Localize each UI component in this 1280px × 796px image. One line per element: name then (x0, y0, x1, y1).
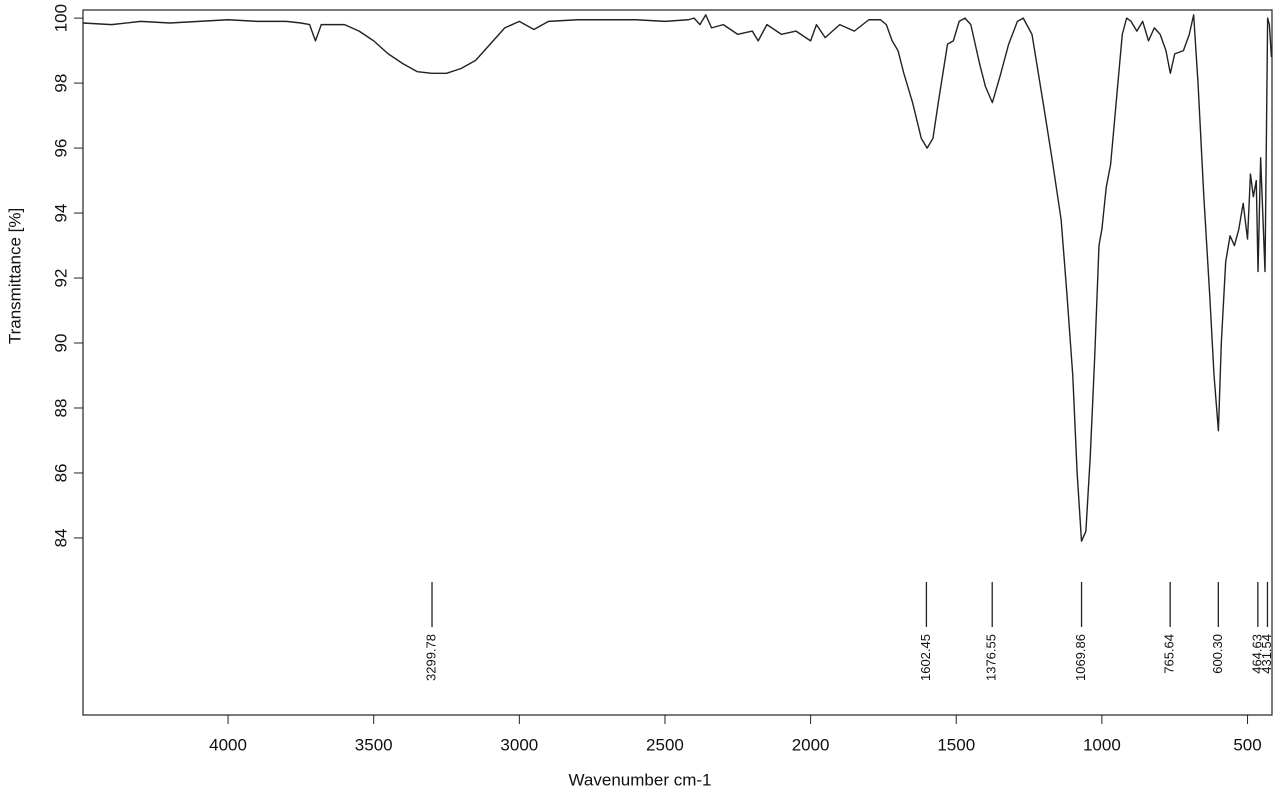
y-tick-label: 90 (51, 334, 70, 353)
peak-label: 464.63 (1249, 634, 1264, 674)
x-tick-label: 3000 (500, 735, 538, 754)
plot-frame (82, 9, 1273, 716)
y-tick-label: 86 (51, 463, 70, 482)
peak-label: 3299.78 (423, 634, 438, 681)
spectrum-line (82, 14, 1273, 542)
peak-label: 1376.55 (984, 634, 999, 681)
peak-label: 600.30 (1210, 634, 1225, 674)
x-axis-label: Wavenumber cm-1 (569, 770, 712, 789)
y-tick-label: 92 (51, 269, 70, 288)
y-tick-label: 94 (51, 204, 70, 223)
y-tick-label: 100 (51, 4, 70, 32)
y-tick-label: 84 (51, 528, 70, 547)
y-tick-label: 96 (51, 139, 70, 158)
peak-label: 765.64 (1162, 634, 1177, 674)
peak-label: 431.54 (1259, 634, 1274, 674)
y-tick-label: 98 (51, 74, 70, 93)
x-tick-label: 2000 (792, 735, 830, 754)
x-tick-label: 4000 (209, 735, 247, 754)
peak-label: 1602.45 (918, 634, 933, 681)
peak-label: 1069.86 (1073, 634, 1088, 681)
y-tick-label: 88 (51, 399, 70, 418)
x-tick-label: 1500 (937, 735, 975, 754)
x-tick-label: 3500 (355, 735, 393, 754)
y-axis-label: Transmittance [%] (5, 208, 24, 344)
x-tick-label: 1000 (1083, 735, 1121, 754)
x-tick-label: 2500 (646, 735, 684, 754)
x-tick-label: 500 (1233, 735, 1261, 754)
